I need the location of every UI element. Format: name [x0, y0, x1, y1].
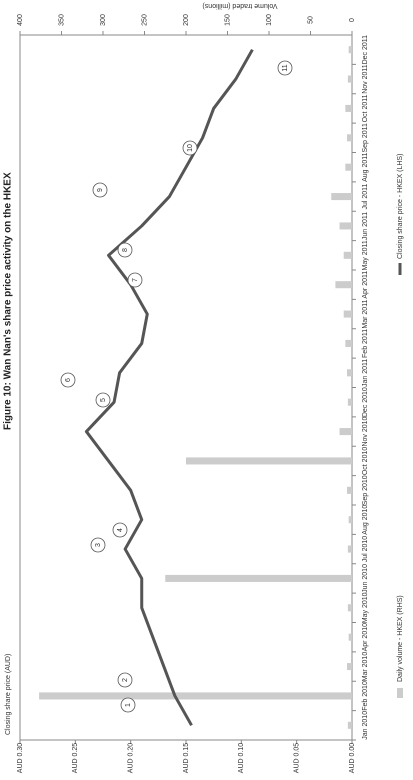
- volume-bar: [186, 457, 352, 465]
- annotation-label: 3: [95, 543, 102, 547]
- y2-tick-label: 150: [224, 14, 231, 26]
- annotation-label: 6: [65, 378, 72, 382]
- x-tick-label: Nov 2010: [362, 416, 369, 446]
- x-tick-label: Dec 2010: [362, 387, 369, 417]
- volume-bar: [331, 193, 352, 201]
- volume-bar: [343, 251, 353, 259]
- volume-bar: [347, 369, 352, 377]
- annotation-circle: [60, 372, 76, 388]
- x-tick-label: Jun 2010: [362, 564, 369, 593]
- volume-bar: [165, 574, 352, 582]
- x-tick-label: Aug 2011: [362, 152, 369, 182]
- x-tick-label: May 2010: [362, 592, 369, 623]
- x-tick-label: Apr 2010: [362, 623, 369, 652]
- volume-bar: [343, 310, 353, 318]
- x-tick-label: Nov 2011: [362, 64, 369, 94]
- volume-bar: [345, 339, 352, 347]
- volume-bar: [348, 516, 352, 524]
- volume-bar: [345, 104, 352, 112]
- volume-bar: [347, 663, 352, 671]
- annotation-label: 8: [122, 248, 129, 252]
- volume-bar: [339, 222, 352, 230]
- y-tick-label: AUD 0.10: [238, 743, 245, 773]
- legend-label: Daily volume - HKEX (RHS): [397, 595, 404, 682]
- annotation-circle: [120, 697, 136, 713]
- legend-label: Closing share price - HKEX (LHS): [397, 154, 404, 259]
- y2-tick-label: 50: [307, 16, 314, 24]
- annotation-label: 5: [100, 398, 107, 402]
- annotation-circle: [95, 392, 111, 408]
- x-tick-label: Feb 2010: [362, 681, 369, 711]
- y-tick-label: AUD 0.30: [17, 743, 24, 773]
- annotation-circle: [127, 272, 143, 288]
- annotation-circle: [112, 522, 128, 538]
- volume-bar: [347, 721, 353, 729]
- annotation-circle: [117, 242, 133, 258]
- price-line: [84, 48, 254, 727]
- y2-tick-label: 350: [58, 14, 65, 26]
- x-tick-label: Sep 2010: [362, 475, 369, 505]
- annotation-label: 1: [125, 703, 132, 707]
- y-tick-label: AUD 0.25: [72, 743, 79, 773]
- x-tick-label: Jul 2010: [362, 536, 369, 563]
- volume-bar: [335, 281, 352, 289]
- x-tick-label: Apr 2011: [362, 271, 369, 299]
- annotation-label: 7: [132, 278, 139, 282]
- x-tick-label: Jan 2011: [362, 359, 369, 387]
- x-tick-label: Oct 2011: [362, 94, 369, 122]
- y2-tick-label: 100: [266, 14, 273, 26]
- annotation-circle: [92, 182, 108, 198]
- volume-bar: [39, 692, 353, 700]
- annotation-label: 4: [117, 528, 124, 532]
- volume-bar: [339, 428, 352, 436]
- x-tick-label: Jul 2011: [362, 183, 369, 209]
- x-tick-label: Sep 2011: [362, 123, 369, 153]
- rotated-chart: Figure 10: Wan Nan's share price activit…: [3, 14, 404, 773]
- y-tick-label: AUD 0.05: [294, 743, 301, 773]
- legend-swatch: [397, 688, 403, 698]
- x-tick-label: Mar 2010: [362, 652, 369, 682]
- annotation-circle: [117, 672, 133, 688]
- annotation-circle: [182, 140, 198, 156]
- y-axis-title: Closing share price (AUD): [5, 654, 12, 735]
- x-tick-label: Mar 2011: [362, 299, 369, 328]
- y2-tick-label: 300: [100, 14, 107, 26]
- annotation-circle: [90, 537, 106, 553]
- annotation-label: 10: [187, 144, 194, 152]
- x-tick-label: Oct 2010: [362, 447, 369, 476]
- volume-bar: [345, 163, 352, 171]
- volume-bar: [348, 633, 352, 641]
- volume-bar: [348, 46, 352, 54]
- y2-tick-label: 250: [141, 14, 148, 26]
- y-tick-label: AUD 0.00: [349, 743, 356, 773]
- volume-bar: [347, 486, 352, 494]
- annotation-label: 9: [97, 188, 104, 192]
- y2-axis-title: Volume traded (millions): [202, 2, 277, 9]
- x-tick-label: Aug 2010: [362, 505, 369, 535]
- volume-bar: [347, 398, 353, 406]
- volume-bar: [347, 604, 353, 612]
- y-tick-label: AUD 0.15: [183, 743, 190, 773]
- chart-title: Figure 10: Wan Nan's share price activit…: [3, 172, 14, 430]
- x-tick-label: Feb 2011: [362, 329, 369, 358]
- y2-tick-label: 400: [17, 14, 24, 26]
- volume-bar: [347, 75, 353, 83]
- x-tick-label: Dec 2011: [362, 35, 369, 65]
- volume-bar: [347, 545, 353, 553]
- annotation-label: 2: [122, 678, 129, 682]
- y2-tick-label: 200: [183, 14, 190, 26]
- plot-border: [19, 34, 353, 741]
- x-tick-label: Jun 2011: [362, 212, 369, 240]
- x-tick-label: May 2011: [362, 240, 369, 270]
- x-tick-label: Jan 2010: [362, 711, 369, 740]
- y2-tick-label: 0: [349, 18, 356, 22]
- y-tick-label: AUD 0.20: [128, 743, 135, 773]
- annotation-label: 11: [282, 64, 289, 71]
- volume-bar: [347, 134, 352, 142]
- annotation-circle: [277, 60, 293, 76]
